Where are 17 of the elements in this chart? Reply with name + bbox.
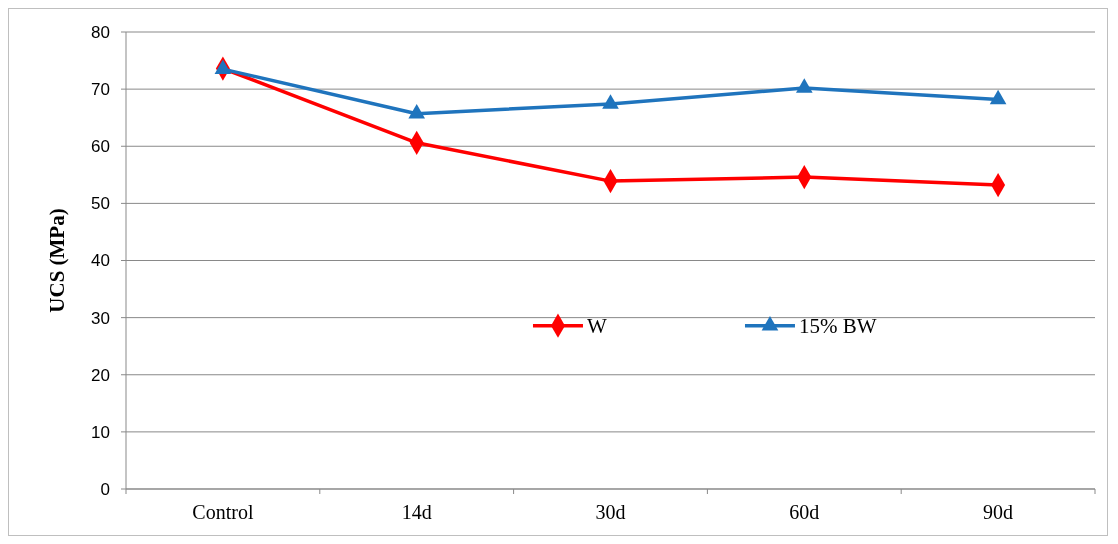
y-tick-label: 10 [91,422,110,442]
x-tick-label: 30d [595,501,626,523]
y-tick-label: 40 [91,251,110,271]
legend-label: W [586,313,607,338]
x-tick-label: 60d [789,501,820,523]
x-tick-label: 90d [983,501,1014,523]
y-tick-label: 20 [91,365,110,385]
legend-label: 15% BW [798,313,877,338]
y-axis-title: UCS (MPa) [45,208,69,313]
y-tick-label: 50 [91,194,110,214]
y-tick-label: 60 [91,137,110,157]
x-tick-label: 14d [401,501,432,523]
y-tick-label: 30 [91,308,110,328]
y-tick-label: 80 [91,22,110,42]
y-tick-label: 0 [100,479,110,499]
x-tick-label: Control [192,501,254,523]
y-tick-label: 70 [91,80,110,100]
